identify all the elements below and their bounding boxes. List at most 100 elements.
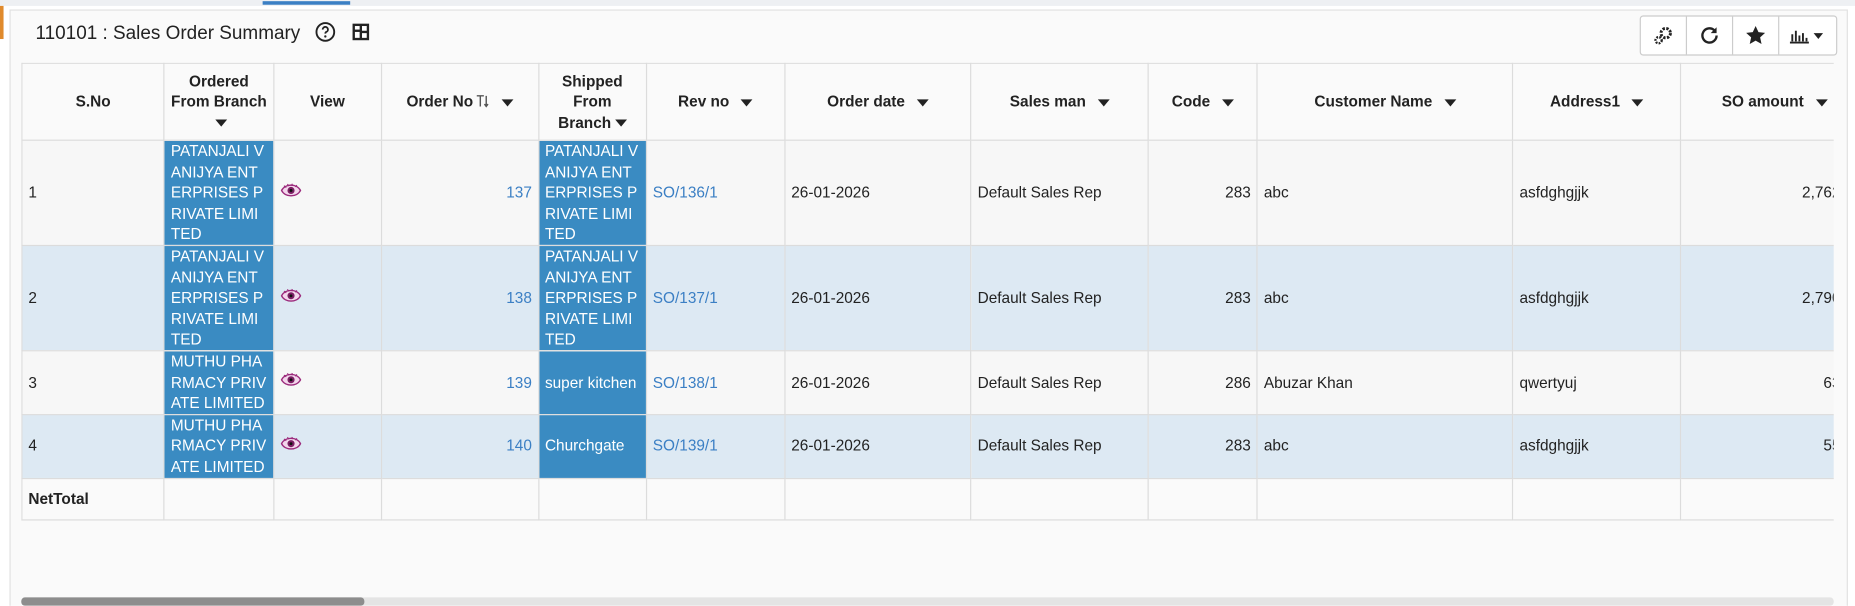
- cell-text[interactable]: SO/137/1: [652, 288, 718, 307]
- active-tab[interactable]: [262, 1, 351, 5]
- column-header[interactable]: Rev no: [645, 62, 786, 141]
- settings-button[interactable]: [1641, 16, 1688, 55]
- table-cell: 286: [1147, 350, 1258, 415]
- dropdown-caret[interactable]: [741, 99, 753, 107]
- dropdown-caret[interactable]: [1444, 99, 1456, 107]
- table-cell: [1512, 477, 1682, 520]
- cell-text: 26-01-2026: [791, 183, 870, 202]
- column-header[interactable]: SO amount: [1680, 62, 1834, 141]
- table-cell: 26-01-2026: [784, 244, 972, 352]
- table-cell: 140: [380, 413, 540, 479]
- view-icon[interactable]: [280, 288, 301, 307]
- column-header[interactable]: Customer Name: [1256, 62, 1514, 141]
- refresh-button[interactable]: [1687, 16, 1734, 55]
- cell-text: Default Sales Rep: [977, 183, 1102, 202]
- cell-text[interactable]: 140: [506, 436, 532, 455]
- header-row: S.No Ordered From Branch View Order No Shipp…: [21, 62, 1834, 141]
- table-cell: Default Sales Rep: [970, 244, 1149, 352]
- view-icon[interactable]: [280, 372, 301, 392]
- column-header[interactable]: Shipped From Branch: [537, 62, 647, 141]
- table-cell: 26-01-2026: [784, 350, 972, 415]
- cell-text[interactable]: SO/139/1: [652, 436, 718, 455]
- dropdown-caret[interactable]: [501, 99, 514, 107]
- cell-text: PATANJALI VANIJYA ENTERPRISES PRIVATE LI…: [544, 247, 639, 349]
- favorite-button[interactable]: [1733, 16, 1780, 55]
- cell-text[interactable]: SO/136/1: [652, 183, 718, 202]
- cell-text[interactable]: 139: [506, 373, 532, 392]
- cell-text[interactable]: 137: [506, 183, 532, 202]
- cell-text: Abuzar Khan: [1263, 373, 1353, 392]
- cell-text: 55.80: [1823, 436, 1833, 455]
- table-cell: [1256, 477, 1514, 520]
- view-icon[interactable]: [280, 183, 301, 202]
- cell-text: 1: [28, 183, 37, 202]
- table-row: 1 PATANJALI VANIJYA ENTERPRISES PRIVATE L…: [21, 139, 1834, 247]
- header-text: Ordered From Branch: [171, 71, 267, 111]
- total-label: NetTotal: [21, 477, 165, 520]
- table-cell: abc: [1256, 244, 1514, 352]
- table-cell: 283: [1147, 413, 1258, 479]
- cell-text: 26-01-2026: [791, 288, 870, 307]
- dropdown-caret[interactable]: [916, 99, 929, 107]
- column-header[interactable]: Order date: [784, 62, 972, 141]
- table-cell: [380, 477, 540, 520]
- cell-text: Churchgate: [544, 436, 625, 455]
- header-text: Rev no: [678, 92, 730, 111]
- cell-text: 26-01-2026: [791, 373, 870, 392]
- cell-text: MUTHU PHARMACY PRIVATE LIMITED: [170, 416, 267, 476]
- dropdown-caret[interactable]: [214, 119, 227, 127]
- title-text: 110101 : Sales Order Summary: [35, 23, 301, 44]
- table-cell: 2,790.00: [1680, 244, 1834, 352]
- cell-text: MUTHU PHARMACY PRIVATE LIMITED: [170, 352, 267, 412]
- column-header[interactable]: Sales man: [970, 62, 1149, 141]
- table-cell: [272, 350, 382, 415]
- table-cell: 283: [1147, 139, 1258, 247]
- chart-button[interactable]: [1779, 17, 1836, 55]
- view-icon[interactable]: [280, 436, 301, 456]
- page-title: 110101 : Sales Order Summary: [35, 21, 369, 45]
- help-icon[interactable]: [315, 21, 336, 42]
- cell-text: 283: [1225, 183, 1251, 202]
- table-cell: [537, 477, 647, 520]
- table-cell: Churchgate: [537, 413, 647, 479]
- cell-text[interactable]: SO/138/1: [652, 373, 718, 392]
- table-cell: qwertyuj: [1512, 350, 1682, 415]
- table-cell: 26-01-2026: [784, 139, 972, 247]
- table-row: 4 MUTHU PHARMACY PRIVATE LIMITED 140 Church…: [21, 413, 1834, 479]
- cell-text: 63.00: [1823, 373, 1833, 392]
- scroll-thumb[interactable]: [21, 597, 365, 606]
- dropdown-caret[interactable]: [1815, 99, 1828, 107]
- table-cell: Default Sales Rep: [970, 413, 1149, 479]
- dropdown-caret[interactable]: [1221, 99, 1234, 107]
- table-cell: PATANJALI VANIJYA ENTERPRISES PRIVATE LI…: [163, 139, 275, 247]
- table-cell: asfdghgjjk: [1512, 139, 1682, 247]
- header-text: Shipped From Branch: [558, 71, 623, 132]
- cell-text: PATANJALI VANIJYA ENTERPRISES PRIVATE LI…: [544, 141, 639, 243]
- header-text: S.No: [75, 92, 111, 111]
- column-header[interactable]: Ordered From Branch: [163, 62, 275, 141]
- cell-text: Default Sales Rep: [977, 436, 1102, 455]
- column-header[interactable]: Code: [1147, 62, 1258, 141]
- table-cell: 2,762.10: [1680, 139, 1834, 247]
- column-header[interactable]: S.No: [21, 62, 165, 141]
- table-cell: Default Sales Rep: [970, 139, 1149, 247]
- scrollbar[interactable]: [21, 597, 1834, 606]
- table-row: 2 PATANJALI VANIJYA ENTERPRISES PRIVATE L…: [21, 244, 1834, 352]
- layout-icon[interactable]: [351, 22, 370, 41]
- column-header[interactable]: Order No: [380, 62, 540, 141]
- cell-text[interactable]: 138: [506, 288, 532, 307]
- dropdown-caret[interactable]: [614, 119, 627, 127]
- dropdown-caret[interactable]: [1631, 99, 1644, 107]
- table-cell: 1: [21, 139, 165, 247]
- data-table: S.No Ordered From Branch View Order No Shipp…: [21, 62, 1834, 520]
- dropdown-caret[interactable]: [1097, 99, 1110, 107]
- cell-text: qwertyuj: [1519, 373, 1577, 392]
- total-row: NetTotal: [21, 477, 1834, 520]
- table-cell: [272, 413, 382, 479]
- table-cell: asfdghgjjk: [1512, 413, 1682, 479]
- column-header[interactable]: View: [272, 62, 382, 141]
- sort-icon: [473, 93, 490, 111]
- column-header[interactable]: Address1: [1512, 62, 1682, 141]
